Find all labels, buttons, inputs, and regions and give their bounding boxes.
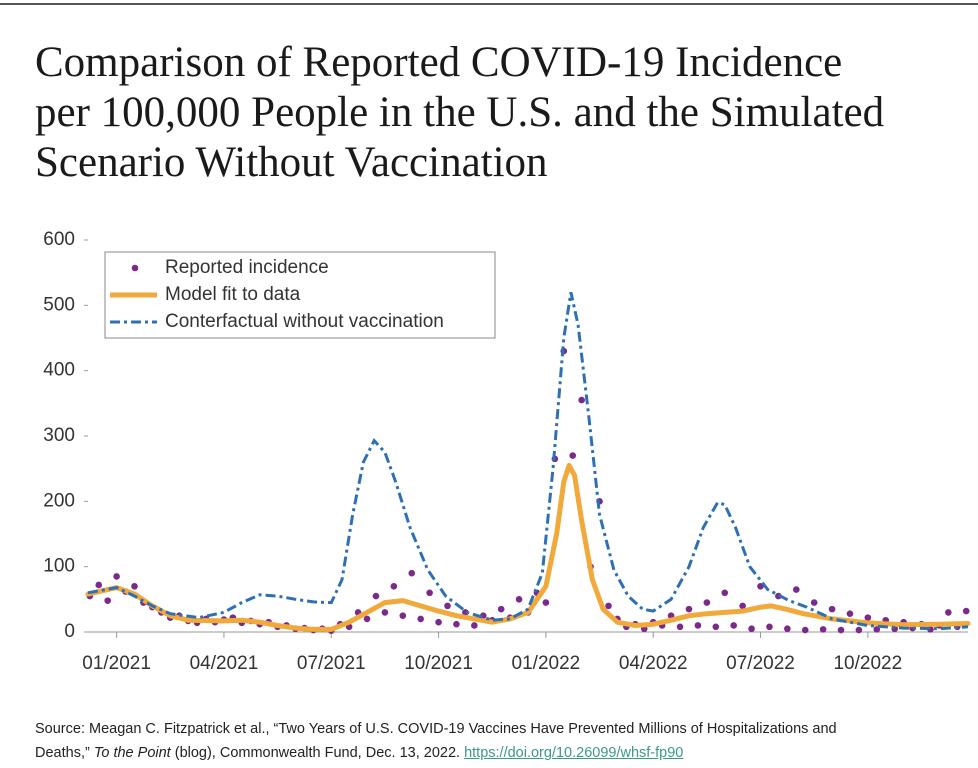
x-tick-label: 04/2021 — [190, 653, 259, 674]
data-point — [381, 609, 389, 616]
data-point — [578, 396, 585, 404]
y-tick-label: 600 — [43, 229, 75, 250]
data-point — [676, 623, 684, 631]
x-tick-label: 04/2022 — [619, 653, 688, 674]
x-tick-label: 01/2022 — [512, 653, 581, 674]
legend-label: Model fit to data — [165, 284, 301, 305]
legend: Reported incidence Model fit to data Conte… — [104, 251, 496, 339]
source-note: Source: Meagan C. Fitzpatrick et al., “T… — [35, 717, 837, 765]
data-point — [792, 586, 800, 593]
source-link[interactable]: https://doi.org/10.26099/whsf-fp90 — [464, 745, 684, 761]
title-line: Comparison of Reported COVID-19 Incidenc… — [35, 39, 843, 86]
y-tick-label: 300 — [43, 425, 75, 446]
data-point — [408, 569, 416, 577]
data-point — [444, 602, 451, 610]
y-tick-label: 100 — [43, 556, 75, 577]
data-point — [962, 607, 970, 615]
data-point — [828, 605, 836, 613]
data-point — [497, 605, 505, 613]
data-point — [703, 599, 711, 606]
data-point — [945, 609, 952, 616]
y-tick-label: 400 — [43, 360, 75, 381]
data-point — [712, 623, 720, 631]
data-point — [748, 625, 755, 633]
data-point — [435, 618, 442, 626]
top-rule — [0, 3, 978, 5]
data-point — [801, 626, 809, 634]
legend-marker — [131, 264, 139, 272]
x-tick-label: 10/2021 — [404, 653, 473, 674]
data-point — [846, 610, 854, 618]
x-tick-label: 01/2021 — [82, 653, 151, 674]
data-point — [694, 622, 702, 629]
source-line: Deaths,” To the Point (blog), Commonweal… — [35, 741, 837, 765]
data-point — [837, 626, 845, 634]
source-line: Source: Meagan C. Fitzpatrick et al., “T… — [35, 721, 837, 737]
data-point — [453, 620, 460, 628]
title-line: Scenario Without Vaccination — [35, 139, 548, 186]
data-point — [766, 623, 773, 631]
data-point — [855, 626, 863, 634]
data-point — [372, 592, 380, 600]
data-point — [569, 452, 577, 459]
chart: 0 100 200 300 400 500 600 01/2021 04/2021 07/2021… — [43, 229, 971, 674]
data-point — [739, 602, 746, 610]
data-point — [542, 599, 550, 606]
x-tick-label: 07/2021 — [297, 653, 366, 674]
data-point — [113, 573, 120, 580]
x-tick-label: 07/2022 — [726, 653, 795, 674]
chart-title: Comparison of Reported COVID-19 Incidenc… — [35, 38, 884, 188]
y-tick-label: 500 — [43, 294, 75, 315]
x-tick-label: 10/2022 — [833, 653, 902, 674]
legend-label: Conterfactual without vaccination — [165, 311, 444, 332]
data-point — [864, 614, 872, 621]
data-point — [471, 622, 478, 629]
y-tick-label: 0 — [64, 621, 75, 642]
data-point — [784, 625, 791, 633]
data-point — [730, 622, 737, 629]
data-point — [721, 589, 729, 597]
data-point — [95, 581, 103, 589]
data-point — [462, 609, 469, 616]
data-point — [810, 599, 818, 606]
data-point — [104, 597, 111, 604]
series-line — [85, 462, 971, 632]
source-italic: To the Point — [93, 745, 171, 761]
data-point — [363, 615, 371, 623]
series-line — [87, 291, 969, 631]
legend-box — [104, 251, 496, 339]
data-point — [390, 582, 398, 590]
source-text: Deaths,” — [35, 745, 90, 761]
title-line: per 100,000 People in the U.S. and the S… — [35, 89, 885, 136]
data-point — [819, 626, 827, 633]
data-point — [515, 596, 523, 603]
legend-label: Reported incidence — [165, 257, 329, 278]
data-point — [417, 615, 424, 623]
data-point — [605, 602, 612, 610]
y-tick-label: 200 — [43, 490, 75, 511]
source-text: (blog), Commonwealth Fund, Dec. 13, 2022… — [174, 745, 461, 761]
data-point — [399, 612, 407, 619]
data-point — [131, 582, 138, 590]
data-point — [426, 589, 433, 597]
data-point — [685, 605, 693, 613]
